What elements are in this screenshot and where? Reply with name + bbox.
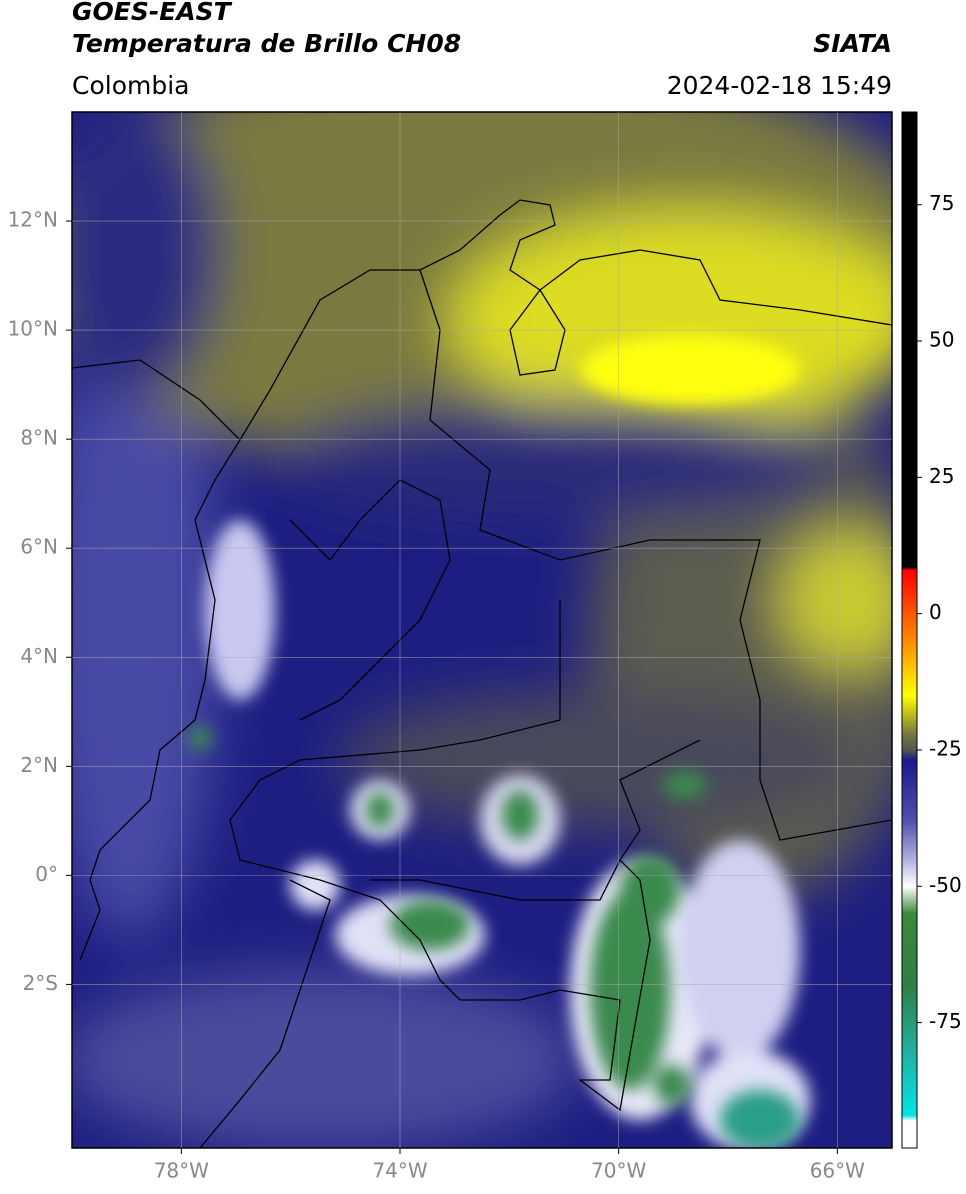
colorbar-tick-label: -50	[929, 873, 962, 897]
map-frame	[71, 111, 893, 1149]
title: GOES-EAST	[72, 0, 233, 26]
y-tick-label: 12°N	[8, 208, 58, 232]
colorbar	[901, 111, 918, 1149]
colorbar-tick-label: 25	[929, 464, 954, 488]
y-tick-label: 8°N	[20, 426, 58, 450]
subtitle: Temperatura de Brillo CH08	[72, 29, 461, 58]
x-tick-label: 74°W	[372, 1159, 427, 1183]
colorbar-frame	[901, 111, 918, 1149]
colorbar-tick-label: 0	[929, 600, 942, 624]
y-tick-label: 0°	[35, 862, 58, 886]
x-tick-label: 70°W	[591, 1159, 646, 1183]
colorbar-tick-label: 50	[929, 328, 954, 352]
colorbar-tick-label: 75	[929, 191, 954, 215]
x-tick-label: 66°W	[810, 1159, 865, 1183]
colorbar-tick-label: -25	[929, 736, 962, 760]
satellite-image	[72, 112, 892, 1148]
y-tick-label: 10°N	[8, 317, 58, 341]
y-tick-label: 2°N	[20, 753, 58, 777]
y-tick-label: 2°S	[23, 971, 58, 995]
x-tick-label: 78°W	[154, 1159, 209, 1183]
source: SIATA	[813, 29, 892, 58]
colorbar-tick-label: -75	[929, 1009, 962, 1033]
y-tick-label: 6°N	[20, 535, 58, 559]
y-tick-label: 4°N	[20, 644, 58, 668]
region: Colombia	[72, 71, 189, 100]
timestamp: 2024-02-18 15:49	[667, 71, 892, 100]
